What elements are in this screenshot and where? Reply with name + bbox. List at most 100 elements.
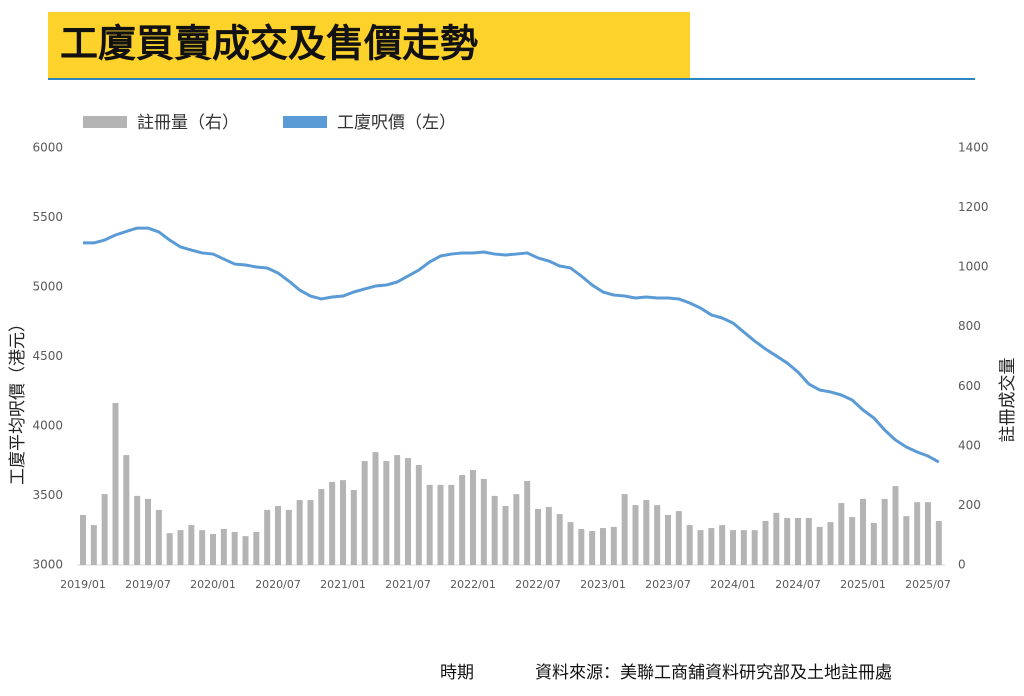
bar bbox=[394, 455, 401, 565]
y-tick-label: 6000 bbox=[32, 141, 63, 155]
bar bbox=[210, 534, 216, 565]
bar bbox=[513, 494, 520, 565]
bar bbox=[112, 402, 119, 565]
bar bbox=[925, 502, 931, 565]
y-axis-title: 工廈平均呎價（港元） bbox=[8, 315, 28, 485]
bar bbox=[166, 533, 173, 565]
bar bbox=[849, 517, 856, 565]
bar bbox=[860, 498, 866, 565]
bar bbox=[935, 520, 942, 565]
bar bbox=[350, 489, 357, 565]
y-tick-label: 3500 bbox=[32, 488, 63, 502]
title-box bbox=[48, 12, 690, 78]
bar bbox=[329, 481, 336, 565]
bar bbox=[415, 464, 422, 565]
bar bbox=[730, 530, 736, 565]
bar bbox=[600, 528, 606, 565]
source-note: 資料來源：美聯工商舖資料研究部及土地註冊處 bbox=[535, 663, 892, 683]
bar bbox=[145, 498, 151, 565]
x-tick-label: 2024/01 bbox=[710, 578, 756, 591]
bar bbox=[795, 517, 801, 565]
y2-tick-label: 600 bbox=[958, 379, 981, 393]
bar bbox=[632, 505, 639, 565]
bar bbox=[675, 511, 682, 565]
bar bbox=[502, 506, 509, 565]
bar bbox=[372, 452, 379, 565]
bar bbox=[491, 495, 498, 565]
bar bbox=[318, 489, 325, 565]
bar bbox=[545, 506, 552, 565]
y2-tick-label: 400 bbox=[958, 438, 981, 452]
bar bbox=[285, 509, 292, 565]
bar bbox=[740, 530, 747, 565]
y2-axis-title: 註冊成交量 bbox=[998, 358, 1018, 443]
bar bbox=[610, 526, 617, 565]
bar bbox=[340, 480, 346, 565]
x-tick-label: 2019/07 bbox=[125, 578, 171, 591]
bar bbox=[719, 525, 726, 565]
y2-tick-label: 800 bbox=[958, 319, 981, 333]
bar bbox=[123, 455, 130, 565]
y2-tick-label: 1000 bbox=[958, 260, 989, 274]
bar bbox=[426, 484, 433, 565]
bar bbox=[188, 525, 195, 565]
bar bbox=[589, 531, 596, 565]
bar bbox=[870, 523, 877, 565]
y-tick-label: 5500 bbox=[32, 210, 63, 224]
bar bbox=[480, 478, 487, 565]
y2-tick-label: 1400 bbox=[958, 141, 989, 155]
bar bbox=[253, 531, 260, 565]
bar bbox=[654, 505, 661, 565]
bar bbox=[470, 469, 476, 565]
bar bbox=[405, 458, 411, 565]
x-tick-label: 2025/01 bbox=[840, 578, 886, 591]
x-tick-label: 2019/01 bbox=[60, 578, 106, 591]
legend-swatch bbox=[283, 116, 327, 128]
line bbox=[83, 226, 940, 464]
bar bbox=[383, 461, 390, 565]
legend-label: 工廈呎價（左） bbox=[337, 113, 456, 133]
bar bbox=[231, 531, 238, 565]
bar bbox=[914, 502, 921, 565]
x-tick-label: 2025/07 bbox=[905, 578, 951, 591]
y2-tick-label: 1200 bbox=[958, 200, 989, 214]
bar bbox=[567, 522, 574, 565]
bar bbox=[80, 514, 86, 565]
bar bbox=[784, 517, 791, 565]
x-tick-label: 2022/07 bbox=[515, 578, 561, 591]
bar bbox=[805, 517, 812, 565]
bar bbox=[535, 509, 541, 565]
bar bbox=[751, 530, 758, 565]
bar bbox=[361, 461, 368, 565]
bar bbox=[199, 530, 206, 565]
y2-tick-label: 200 bbox=[958, 498, 981, 512]
bar bbox=[773, 512, 780, 565]
legend-swatch bbox=[83, 116, 127, 128]
bar bbox=[448, 484, 455, 565]
bar bbox=[827, 522, 834, 565]
y-tick-label: 4000 bbox=[32, 419, 63, 433]
x-tick-label: 2021/07 bbox=[385, 578, 431, 591]
y-tick-label: 5000 bbox=[32, 280, 63, 294]
bar bbox=[665, 514, 671, 565]
bar bbox=[155, 509, 162, 565]
bar bbox=[708, 528, 715, 565]
bar bbox=[134, 495, 141, 565]
bar bbox=[459, 475, 466, 565]
bar bbox=[307, 500, 314, 565]
bar bbox=[903, 516, 910, 565]
bar bbox=[90, 525, 97, 565]
x-axis-title: 時期 bbox=[440, 663, 474, 683]
bar bbox=[220, 528, 227, 565]
bar bbox=[177, 530, 184, 565]
title: 工廈買賣成交及售價走勢 bbox=[60, 22, 478, 66]
bar bbox=[762, 520, 769, 565]
x-tick-label: 2023/07 bbox=[645, 578, 691, 591]
bar bbox=[697, 530, 704, 565]
bar bbox=[101, 494, 108, 565]
legend-label: 註冊量（右） bbox=[137, 113, 239, 133]
bar bbox=[621, 494, 628, 565]
bar bbox=[524, 481, 531, 565]
